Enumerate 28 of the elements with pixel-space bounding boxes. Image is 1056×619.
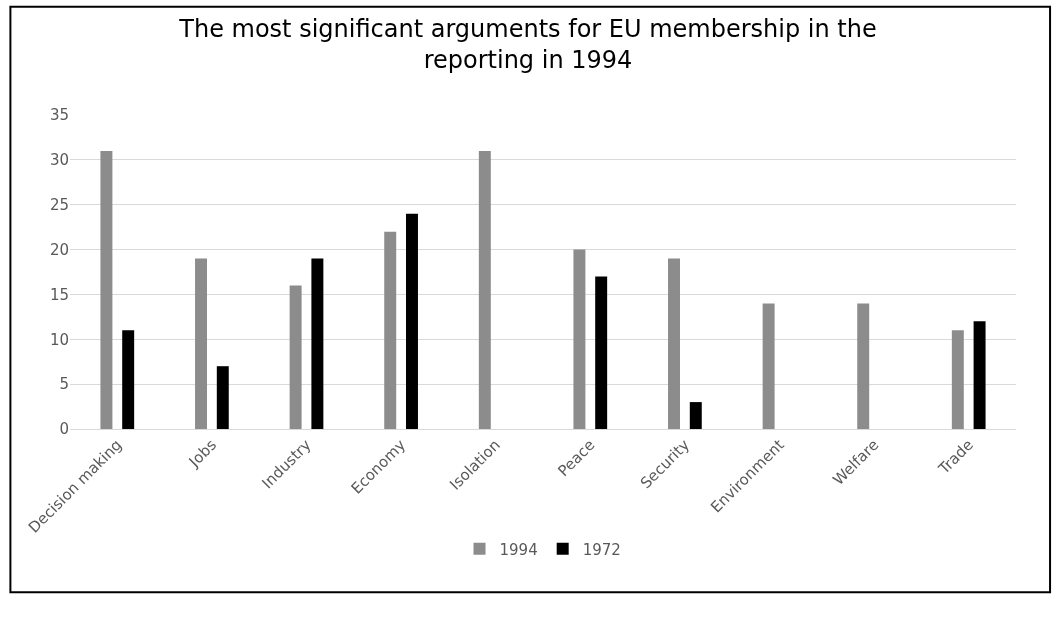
bar bbox=[216, 366, 229, 429]
bar bbox=[406, 213, 418, 429]
legend-label: 1994 bbox=[499, 540, 538, 559]
bar bbox=[100, 150, 113, 429]
bar bbox=[762, 303, 775, 429]
y-tick-label: 0 bbox=[59, 420, 69, 439]
y-tick-label: 10 bbox=[49, 330, 69, 349]
bar bbox=[122, 330, 135, 429]
bar bbox=[973, 321, 986, 429]
bar bbox=[689, 402, 702, 429]
y-tick-label: 5 bbox=[59, 375, 69, 394]
bar bbox=[289, 285, 302, 429]
y-tick-label: 20 bbox=[49, 240, 69, 259]
bar bbox=[951, 330, 964, 429]
y-tick-label: 35 bbox=[49, 106, 69, 125]
bar bbox=[195, 258, 207, 429]
y-tick-label: 25 bbox=[49, 195, 69, 214]
bar bbox=[478, 150, 491, 429]
bar bbox=[668, 258, 680, 429]
bar bbox=[595, 276, 608, 429]
bar bbox=[311, 258, 324, 429]
chart-title: The most significant arguments for EU membership in the reporting in 1994 bbox=[178, 15, 877, 75]
y-tick-label: 30 bbox=[49, 151, 69, 170]
legend-label: 1972 bbox=[582, 540, 621, 559]
bar bbox=[573, 249, 586, 429]
y-tick-label: 15 bbox=[49, 285, 69, 304]
bar bbox=[857, 303, 870, 429]
bar bbox=[384, 231, 397, 429]
